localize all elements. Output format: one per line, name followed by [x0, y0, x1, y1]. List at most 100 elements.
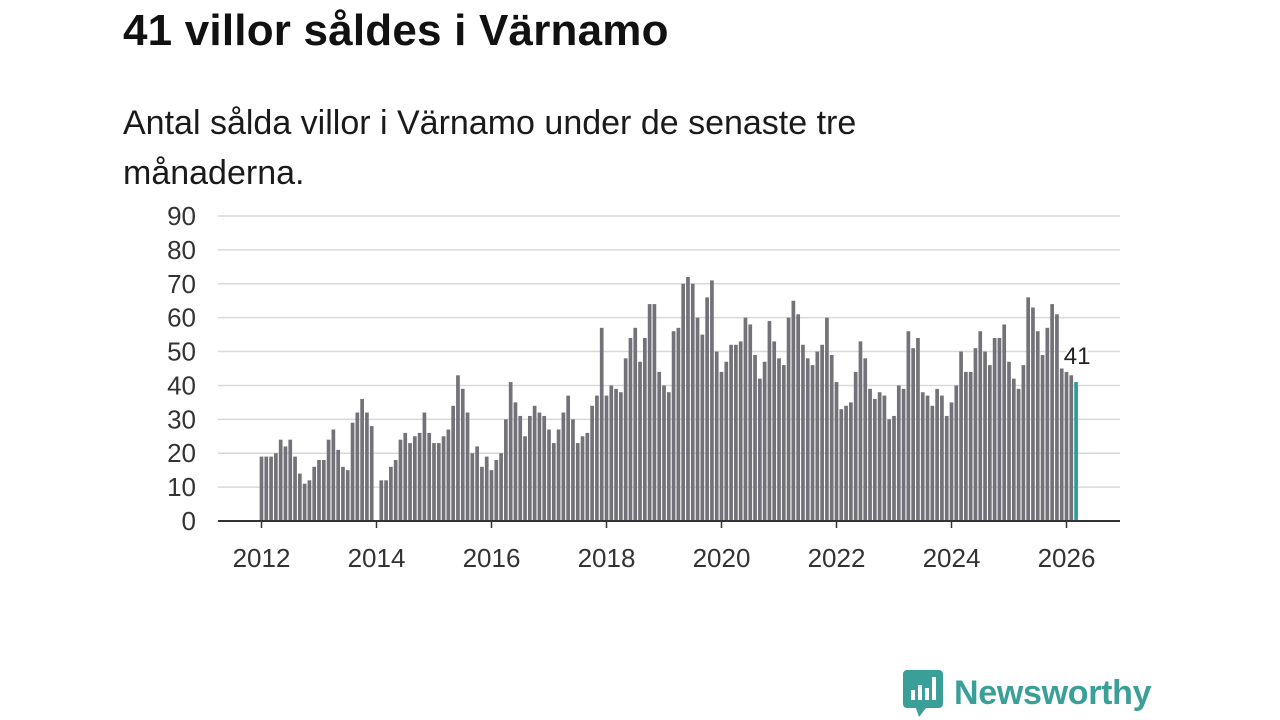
- bar: [427, 432, 432, 521]
- bar: [647, 304, 652, 521]
- bar: [441, 436, 446, 521]
- bar: [666, 392, 671, 521]
- bar: [872, 399, 877, 521]
- bar: [825, 317, 829, 521]
- bar: [810, 365, 815, 521]
- bar: [331, 429, 336, 521]
- bar: [968, 371, 973, 521]
- x-tick-label: 2020: [693, 543, 751, 573]
- x-tick-label: 2026: [1038, 543, 1096, 573]
- bar: [288, 439, 293, 521]
- bar: [475, 446, 479, 521]
- bar: [1007, 361, 1011, 521]
- bar: [863, 358, 868, 521]
- bar: [901, 388, 906, 521]
- bar: [542, 415, 547, 521]
- bar: [412, 436, 417, 521]
- bar: [801, 344, 805, 521]
- bar: [978, 331, 983, 521]
- bar: [1002, 324, 1007, 521]
- bar: [964, 371, 968, 521]
- bar: [853, 371, 858, 521]
- bar: [896, 385, 901, 521]
- bar: [925, 395, 930, 521]
- bar: [681, 283, 686, 521]
- bar: [1040, 354, 1045, 521]
- bar: [916, 338, 920, 521]
- bar: [849, 402, 853, 521]
- bar: [724, 361, 729, 521]
- bar: [992, 338, 997, 521]
- bar: [997, 338, 1002, 521]
- bar: [494, 460, 499, 521]
- bar: [858, 341, 863, 521]
- bar: [571, 419, 575, 521]
- bar: [523, 436, 527, 521]
- bar: [719, 371, 724, 521]
- y-tick-label: 80: [167, 235, 196, 265]
- bar: [355, 412, 360, 521]
- bar: [1035, 331, 1040, 521]
- bar: [983, 351, 987, 521]
- bar: [1064, 371, 1069, 521]
- chart-subtitle: Antal sålda villor i Värnamo under de se…: [123, 104, 857, 192]
- y-tick-label: 40: [167, 370, 196, 400]
- bar: [1055, 314, 1059, 521]
- bar: [1016, 388, 1021, 521]
- bar: [504, 419, 508, 521]
- bar: [695, 317, 700, 521]
- bar: [1045, 327, 1050, 521]
- bar: [321, 460, 326, 521]
- bar: [312, 466, 317, 521]
- bar: [403, 432, 408, 521]
- bar: [935, 388, 939, 521]
- bar: [920, 392, 925, 521]
- bar: [973, 348, 978, 521]
- x-tick-label: 2018: [578, 543, 636, 573]
- bar: [734, 344, 738, 521]
- bar: [326, 439, 331, 521]
- bar: [839, 409, 844, 521]
- bar: [772, 341, 777, 521]
- y-tick-label: 90: [167, 201, 196, 231]
- bar: [633, 327, 638, 521]
- bar: [547, 429, 551, 521]
- bar: [590, 405, 594, 521]
- y-tick-label: 10: [167, 472, 196, 502]
- bar: [930, 405, 935, 521]
- newsworthy-logo[interactable]: Newsworthy: [902, 668, 1152, 718]
- bar: [710, 280, 714, 521]
- bar: [959, 351, 963, 521]
- bar: [690, 283, 695, 521]
- bar: [781, 365, 786, 521]
- bar: [762, 361, 767, 521]
- bar: [786, 317, 791, 521]
- bar: [729, 344, 733, 521]
- bar: [743, 317, 748, 521]
- x-tick-label: 2024: [923, 543, 981, 573]
- bar: [834, 382, 839, 521]
- bar: [906, 331, 911, 521]
- bar: [820, 344, 824, 521]
- bar: [465, 412, 470, 521]
- bar: [595, 395, 599, 521]
- brand-name: Newsworthy: [954, 673, 1152, 712]
- bar: [499, 453, 503, 521]
- bar: [662, 385, 666, 521]
- y-tick-label: 70: [167, 269, 196, 299]
- bar: [944, 415, 949, 521]
- bar: [451, 405, 456, 521]
- bar: [609, 385, 614, 521]
- bar: [887, 419, 892, 521]
- bar: [1021, 365, 1026, 521]
- bar: [1011, 378, 1016, 521]
- bar: [1031, 307, 1035, 521]
- bar: [1026, 297, 1031, 521]
- bar: [532, 405, 537, 521]
- bar: [408, 443, 412, 521]
- bar: [341, 466, 345, 521]
- bar: [432, 443, 436, 521]
- bar: [805, 358, 810, 521]
- bar: [844, 405, 848, 521]
